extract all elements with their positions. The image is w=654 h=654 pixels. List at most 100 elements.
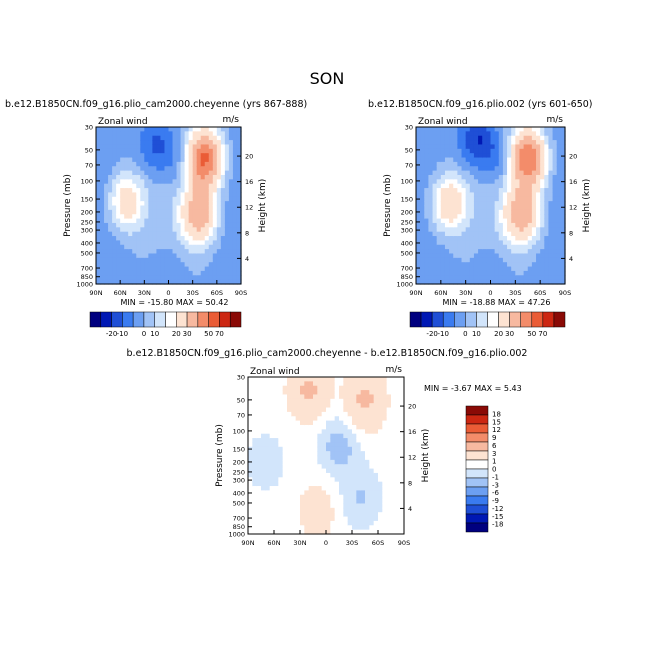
field-cell xyxy=(176,192,182,198)
field-cell xyxy=(232,214,238,220)
field-cell xyxy=(507,275,512,281)
field-cell xyxy=(531,244,537,250)
field-cell xyxy=(160,222,166,228)
field-cell xyxy=(449,279,454,285)
field-cell xyxy=(300,464,305,470)
field-cell xyxy=(228,157,234,163)
field-cell xyxy=(432,214,438,220)
field-cell xyxy=(373,403,379,409)
field-cell xyxy=(395,516,401,522)
y-tick-label: 250 xyxy=(233,468,245,476)
field-cell xyxy=(382,477,388,483)
field-cell xyxy=(469,179,475,185)
field-cell xyxy=(444,266,450,272)
field-cell xyxy=(391,512,396,518)
field-cell xyxy=(313,398,318,404)
field-cell xyxy=(108,183,113,189)
field-cell xyxy=(100,214,105,220)
field-cell xyxy=(108,222,113,228)
field-cell xyxy=(486,135,492,141)
field-cell xyxy=(378,446,383,452)
field-cell xyxy=(282,468,288,474)
field-cell xyxy=(365,442,370,448)
field-cell xyxy=(196,253,202,259)
field-cell xyxy=(444,257,450,263)
field-cell xyxy=(317,525,323,531)
field-cell xyxy=(440,170,446,176)
field-cell xyxy=(365,394,370,400)
field-cell xyxy=(343,472,349,478)
y2-tick-label: 4 xyxy=(569,255,573,263)
field-cell xyxy=(457,179,463,185)
field-cell xyxy=(399,433,405,439)
field-cell xyxy=(108,161,113,167)
field-cell xyxy=(228,131,234,137)
field-cell xyxy=(295,377,301,382)
field-cell xyxy=(196,179,202,185)
field-cell xyxy=(424,131,430,137)
field-cell xyxy=(432,127,438,132)
field-cell xyxy=(176,275,182,281)
field-cell xyxy=(498,253,504,259)
field-cell xyxy=(164,131,170,137)
field-cell xyxy=(180,140,186,146)
field-cell xyxy=(461,140,467,146)
field-cell xyxy=(216,188,222,194)
field-cell xyxy=(347,446,353,452)
field-cell xyxy=(360,381,366,387)
field-cell xyxy=(128,179,133,185)
field-cell xyxy=(511,257,516,263)
field-cell xyxy=(188,270,194,276)
field-cell xyxy=(278,420,284,426)
field-cell xyxy=(469,174,475,180)
field-cell xyxy=(334,512,340,518)
field-cell xyxy=(295,403,301,409)
field-cell xyxy=(261,451,266,457)
field-cell xyxy=(300,411,305,417)
field-cell xyxy=(457,214,463,220)
colorbar-box xyxy=(531,311,544,328)
field-cell xyxy=(168,227,174,233)
field-cell xyxy=(208,244,214,250)
field-cell xyxy=(440,127,446,132)
field-cell xyxy=(224,201,230,207)
field-cell xyxy=(352,451,357,457)
field-cell xyxy=(339,459,344,465)
field-cell xyxy=(486,275,492,281)
field-cell xyxy=(436,153,442,159)
field-cell xyxy=(313,424,318,430)
field-cell xyxy=(287,490,292,496)
field-cell xyxy=(168,196,174,202)
field-cell xyxy=(196,205,202,211)
y-tick-label: 30 xyxy=(85,124,93,132)
field-cell xyxy=(482,201,487,207)
field-cell xyxy=(424,231,430,237)
field-cell xyxy=(352,424,357,430)
field-cell xyxy=(108,131,113,137)
field-cell xyxy=(378,390,383,396)
y-axis-label: Pressure (mb) xyxy=(63,174,73,237)
field-cell xyxy=(252,429,258,435)
field-cell xyxy=(544,209,550,215)
field-cell xyxy=(461,205,467,211)
field-cell xyxy=(265,403,271,409)
field-cell xyxy=(373,525,379,531)
field-cell xyxy=(196,153,202,159)
field-cell xyxy=(432,140,438,146)
field-cell xyxy=(184,179,190,185)
field-cell xyxy=(136,240,141,246)
field-cell xyxy=(486,188,492,194)
colorbar-label: 70 xyxy=(538,330,547,338)
field-cell xyxy=(440,144,446,150)
field-cell xyxy=(220,240,226,246)
field-cell xyxy=(339,442,344,448)
field-cell xyxy=(295,512,301,518)
field-cell xyxy=(148,240,153,246)
field-cell xyxy=(378,494,383,500)
field-cell xyxy=(469,131,475,137)
field-cell xyxy=(527,231,533,237)
field-cell xyxy=(330,442,336,448)
field-cell xyxy=(112,140,117,146)
field-cell xyxy=(352,377,357,382)
field-cell xyxy=(494,236,500,241)
